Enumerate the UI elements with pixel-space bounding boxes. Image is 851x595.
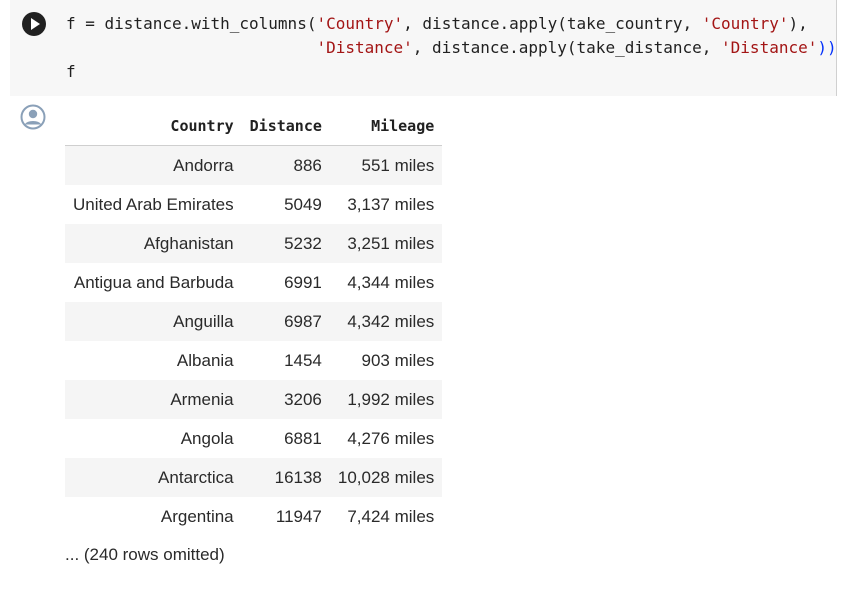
cell-mileage: 903 miles [361,350,435,370]
cell-distance: 6881 [284,428,322,448]
cell-country: Antarctica [65,458,242,497]
cell-country: Albania [176,350,234,370]
run-cell-button[interactable] [22,12,46,36]
table-header-row: Country Distance Mileage [65,106,443,146]
table-row: Armenia 3206 1,992 miles [65,380,443,419]
table-row: Antarctica 16138 10,028 miles [65,458,443,497]
code-text [66,38,316,57]
cell-mileage: 551 miles [329,145,443,185]
table-row: Albania 1454 903 miles [65,341,442,380]
code-text: )) [817,38,837,57]
cell-mileage: 3,251 miles [329,224,443,263]
cell-mileage: 1,992 miles [329,380,443,419]
cell-mileage: 4,344 miles [347,272,435,292]
cell-distance: 1454 [284,350,322,370]
table-row: Antigua and Barbuda 6991 4,344 miles [65,263,442,302]
code-string: 'Country' [701,14,789,33]
cell-country: Afghanistan [65,224,242,263]
column-header-distance: Distance [241,106,330,146]
cell-distance: 6987 [241,302,330,341]
cell-country: Antigua and Barbuda [73,272,234,292]
cell-distance: 886 [241,145,330,185]
cell-country: Andorra [65,145,242,185]
cell-distance: 11947 [275,506,322,526]
column-header-country: Country [65,106,242,146]
cell-country: Armenia [65,380,242,419]
column-header-mileage: Mileage [329,106,443,146]
cell-mileage: 4,342 miles [329,302,443,341]
cell-country: Angola [180,428,234,448]
cell-country: Argentina [160,506,234,526]
user-circle-icon [20,104,46,130]
code-text: f = distance.with_columns( [66,14,317,33]
cell-mileage: 7,424 miles [347,506,435,526]
table-row: United Arab Emirates 5049 3,137 miles [65,185,442,224]
table-row: Argentina 11947 7,424 miles [65,497,442,536]
code-text: , distance.apply(take_distance, [412,38,722,57]
cell-distance: 3206 [241,380,330,419]
cell-mileage: 4,276 miles [347,428,435,448]
cell-distance: 5049 [284,194,322,214]
rows-omitted-note: ... (240 rows omitted) [65,545,225,564]
code-text: , distance.apply(take_country, [403,14,702,33]
code-editor[interactable]: f = distance.with_columns('Country', dis… [66,12,837,84]
cell-distance: 5232 [241,224,330,263]
output-table: Country Distance Mileage Andorra 886 551… [65,106,443,536]
code-string: 'Country' [316,14,404,33]
cell-mileage: 10,028 miles [329,458,443,497]
table-row: Anguilla 6987 4,342 miles [65,302,443,341]
code-string: 'Distance' [316,38,413,57]
code-cell[interactable] [10,0,837,96]
play-icon [31,18,40,30]
cell-distance: 16138 [241,458,330,497]
cell-country: Anguilla [65,302,242,341]
table-row: Andorra 886 551 miles [65,145,443,185]
table-row: Afghanistan 5232 3,251 miles [65,224,443,263]
code-text: ), [788,14,808,33]
cell-distance: 6991 [284,272,322,292]
cell-country: United Arab Emirates [73,194,234,214]
code-string: 'Distance' [721,38,818,57]
code-text: f [66,62,76,81]
cell-mileage: 3,137 miles [347,194,435,214]
table-row: Angola 6881 4,276 miles [65,419,442,458]
